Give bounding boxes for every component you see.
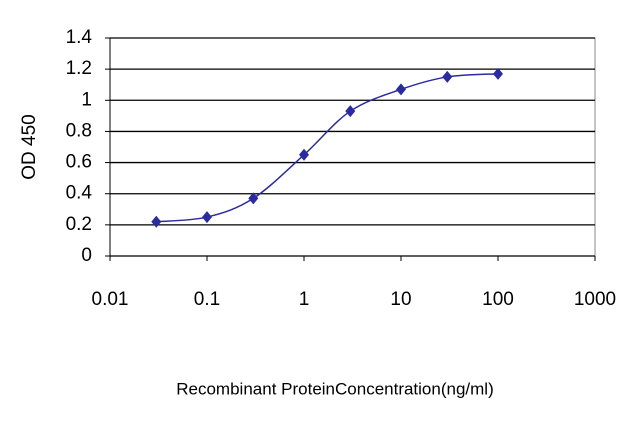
data-point <box>345 105 356 118</box>
data-point <box>396 83 406 96</box>
data-point <box>493 67 503 80</box>
y-tick-label: 1 <box>81 89 92 110</box>
y-tick-label: 0.8 <box>66 120 92 141</box>
x-tick-label: 0.1 <box>194 289 220 310</box>
x-tick-label: 0.01 <box>92 289 129 310</box>
y-tick-label: 0.4 <box>66 183 93 204</box>
series-line <box>156 73 499 223</box>
data-point <box>248 192 259 205</box>
x-tick-label: 100 <box>482 289 514 310</box>
y-tick-label: 0.2 <box>66 214 92 235</box>
y-tick-label: 1.2 <box>66 58 92 79</box>
y-tick-label: 1.4 <box>66 27 93 48</box>
data-point <box>299 148 309 161</box>
y-axis-title: OD 450 <box>19 114 40 179</box>
y-tick-label: 0.6 <box>66 152 92 173</box>
x-tick-label: 10 <box>390 289 411 310</box>
x-tick-label: 1 <box>299 289 310 310</box>
y-tick-label: 0 <box>81 245 92 266</box>
plot-area <box>109 37 596 257</box>
data-point <box>151 215 162 228</box>
x-tick-label: 1000 <box>574 289 616 310</box>
x-axis-title: Recombinant ProteinConcentration(ng/ml) <box>176 379 494 398</box>
data-point <box>202 211 212 224</box>
data-point <box>442 70 453 83</box>
